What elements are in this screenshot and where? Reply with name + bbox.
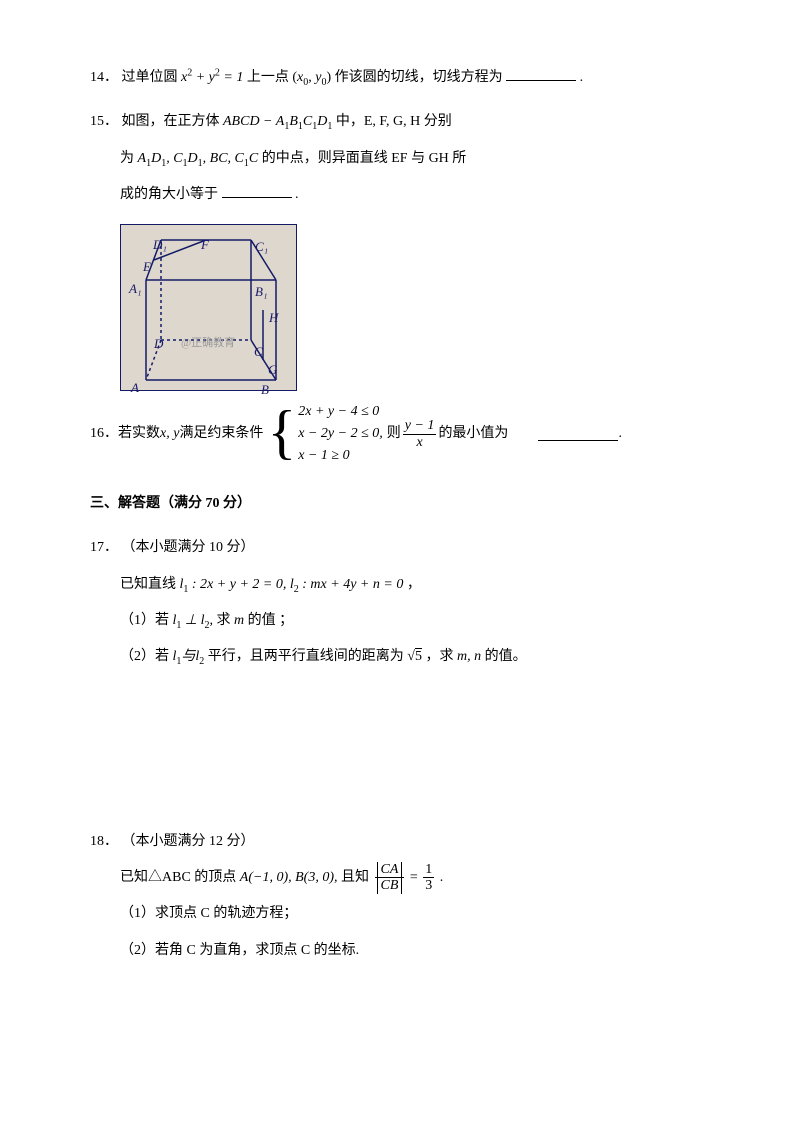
q17-pts: （本小题满分 10 分） <box>122 540 255 555</box>
lbl-C1: C₁ <box>255 230 268 264</box>
q15-text-a: 如图，在正方体 <box>122 114 224 129</box>
q15-text-b: 中，E, F, G, H 分别 <box>336 114 452 129</box>
q14-blank <box>506 68 576 81</box>
q15-line2-a: 为 <box>120 151 138 166</box>
q18-verts: A(−1, 0), B(3, 0), <box>240 870 338 885</box>
lbl-F: F <box>201 228 209 262</box>
q18-ratio: CA CB <box>375 862 405 894</box>
q16-text-b: 满足约束条件 <box>179 416 263 452</box>
q16-fraction: y − 1 x <box>403 418 437 450</box>
vertical-gap <box>90 684 730 824</box>
lbl-D: D <box>154 327 163 361</box>
q15-line3: 成的角大小等于 . <box>90 177 730 213</box>
brace-icon: { <box>267 402 296 462</box>
q16-constraints: 2x + y − 4 ≤ 0 x − 2y − 2 ≤ 0, x − 1 ≥ 0 <box>298 401 383 468</box>
q15-mids: A1D1, C1D1, BC, C1C <box>138 151 259 166</box>
q17-p2: （2）若 l1与l2 平行，且两平行直线间的距离为 √5 ，求 m, n 的值。 <box>90 639 730 675</box>
cube-figure: D₁ F C₁ E A₁ B₁ H D @正确教育 C G A B <box>120 224 297 391</box>
question-14: 14． 过单位圆 x2 + y2 = 1 上一点 (x0, y0) 作该圆的切线… <box>90 60 730 96</box>
q14-text-b: 上一点 <box>247 70 293 85</box>
q18-num: 18． <box>90 824 118 860</box>
question-17: 17． （本小题满分 10 分） 已知直线 l1 : 2x + y + 2 = … <box>90 530 730 676</box>
q15-cube: ABCD − A1B1C1D1 <box>223 114 332 129</box>
q18-pts: （本小题满分 12 分） <box>122 834 255 849</box>
lbl-E: E <box>143 250 151 284</box>
q16-blank <box>538 428 618 441</box>
section-3-title: 三、解答题（满分 70 分） <box>90 486 730 522</box>
q14-num: 14． <box>90 60 118 96</box>
q16-text-d: 的最小值为 <box>438 416 508 452</box>
question-18: 18． （本小题满分 12 分） 已知△ABC 的顶点 A(−1, 0), B(… <box>90 824 730 970</box>
q17-num: 17． <box>90 530 118 566</box>
q17-given: 已知直线 l1 : 2x + y + 2 = 0, l2 : mx + 4y +… <box>90 567 730 603</box>
lbl-A: A <box>131 371 139 405</box>
q14-pt: (x0, y0) <box>292 70 331 85</box>
q14-text-c: 作该圆的切线，切线方程为 <box>335 70 503 85</box>
q15-num: 15． <box>90 104 118 140</box>
q17-lines: l1 : 2x + y + 2 = 0, l2 : mx + 4y + n = … <box>180 577 404 592</box>
q14-tail: . <box>580 70 584 85</box>
question-15: 15． 如图，在正方体 ABCD − A1B1C1D1 中，E, F, G, H… <box>90 104 730 390</box>
sqrt-icon: √5 <box>407 649 422 664</box>
q14-text-a: 过单位圆 <box>122 70 182 85</box>
q16-text-c: 则 <box>387 416 401 452</box>
watermark: @正确教育 <box>181 329 235 358</box>
q18-p2: （2）若角 C 为直角，求顶点 C 的坐标. <box>90 933 730 969</box>
q16-xy: x, y <box>160 416 179 452</box>
q16-tail: . <box>618 416 622 452</box>
q15-blank <box>222 185 292 198</box>
q14-eq: x2 + y2 = 1 <box>181 70 243 85</box>
q18-rhs: 1 3 <box>423 862 434 894</box>
lbl-B1: B₁ <box>255 275 267 309</box>
q18-p1: （1）求顶点 C 的轨迹方程； <box>90 896 730 932</box>
q15-line2: 为 A1D1, C1D1, BC, C1C 的中点，则异面直线 EF 与 GH … <box>90 141 730 177</box>
q18-given: 已知△ABC 的顶点 A(−1, 0), B(3, 0), 且知 CA CB =… <box>90 860 730 896</box>
q17-p1: （1）若 l1 ⊥ l2, 求 m 的值 ； <box>90 603 730 639</box>
q16-text-a: 若实数 <box>118 416 160 452</box>
lbl-C: C <box>254 335 263 369</box>
lbl-G: G <box>268 353 277 387</box>
lbl-H: H <box>269 301 278 335</box>
question-16: 16． 若实数 x, y 满足约束条件 { 2x + y − 4 ≤ 0 x −… <box>90 401 730 468</box>
lbl-A1: A₁ <box>129 272 141 306</box>
q16-num: 16． <box>90 416 118 452</box>
q15-line2-b: 的中点，则异面直线 EF 与 GH 所 <box>262 151 467 166</box>
lbl-D1: D₁ <box>153 228 167 262</box>
